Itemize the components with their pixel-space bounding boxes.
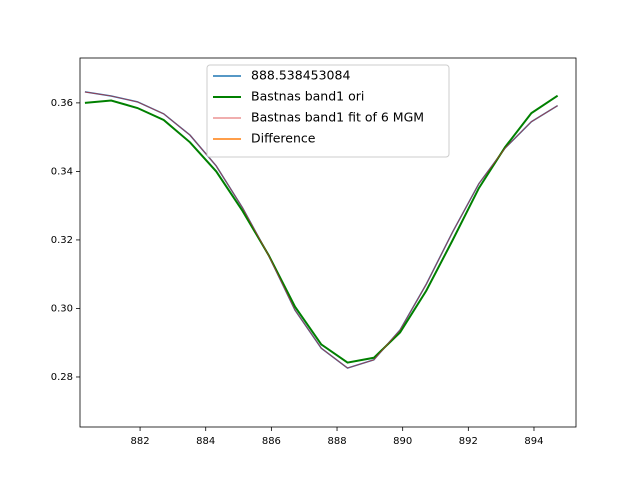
y-tick-label: 0.28 bbox=[51, 372, 73, 383]
legend-box bbox=[206, 64, 450, 158]
legend-label: 888.538453084 bbox=[251, 68, 350, 83]
x-tick-label: 890 bbox=[393, 436, 412, 447]
data-line bbox=[84, 91, 558, 369]
legend-label: Bastnas band1 fit of 6 MGM bbox=[251, 110, 424, 125]
y-tick-label: 0.36 bbox=[51, 98, 73, 109]
x-tick-label: 884 bbox=[196, 436, 215, 447]
data-line bbox=[84, 94, 559, 364]
x-tick-label: 882 bbox=[131, 436, 150, 447]
y-tick-label: 0.32 bbox=[51, 235, 73, 246]
plot-area bbox=[84, 91, 559, 369]
legend-label: Bastnas band1 ori bbox=[251, 89, 364, 104]
axes-frame bbox=[79, 57, 577, 428]
legend-label: Difference bbox=[251, 131, 316, 146]
x-tick-label: 886 bbox=[262, 436, 281, 447]
y-tick-label: 0.30 bbox=[51, 303, 73, 314]
y-tick-label: 0.34 bbox=[51, 166, 73, 177]
x-tick-label: 894 bbox=[524, 436, 543, 447]
x-tick-label: 888 bbox=[327, 436, 346, 447]
x-tick-label: 892 bbox=[459, 436, 478, 447]
